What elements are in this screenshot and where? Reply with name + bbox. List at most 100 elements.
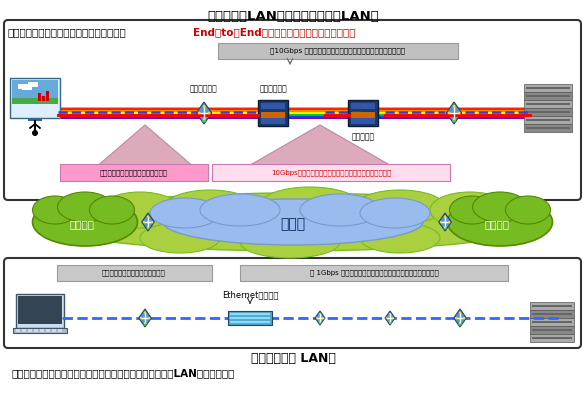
- Bar: [218, 43, 458, 59]
- Text: 電気スイッチ: 電気スイッチ: [259, 84, 287, 93]
- Bar: [60, 164, 208, 181]
- Bar: [57, 265, 212, 281]
- FancyBboxPatch shape: [4, 258, 581, 348]
- Bar: [58, 114, 530, 116]
- Text: ～ 1Gbps のアプリケーションをパケット単位にタイムシェア: ～ 1Gbps のアプリケーションをパケット単位にタイムシェア: [309, 270, 438, 276]
- Polygon shape: [196, 102, 212, 124]
- Bar: [58, 112, 530, 114]
- Text: End－to－Endの大容量通信をユーザ主導で実現: End－to－Endの大容量通信をユーザ主導で実現: [193, 27, 356, 37]
- Circle shape: [392, 317, 394, 319]
- Circle shape: [452, 105, 455, 108]
- Ellipse shape: [200, 194, 280, 226]
- Circle shape: [319, 313, 321, 315]
- Ellipse shape: [448, 198, 553, 246]
- Bar: [212, 164, 450, 181]
- Circle shape: [389, 313, 391, 315]
- Circle shape: [322, 317, 324, 319]
- Polygon shape: [95, 125, 195, 168]
- Polygon shape: [385, 311, 395, 325]
- Text: ～10Gbps のアプリケーションはパケット単位でタイムシェア: ～10Gbps のアプリケーションはパケット単位でタイムシェア: [270, 48, 406, 54]
- Bar: [58, 118, 530, 120]
- Text: 複数波長でネットワークにアクセス: 複数波長でネットワークにアクセス: [100, 169, 168, 176]
- Bar: [58, 108, 530, 110]
- Bar: [28, 329, 32, 332]
- Bar: [230, 321, 270, 323]
- Bar: [18, 296, 62, 324]
- Text: 現在の「広域 LAN」: 現在の「広域 LAN」: [251, 352, 335, 365]
- Ellipse shape: [506, 196, 550, 224]
- Circle shape: [459, 312, 461, 314]
- Bar: [28, 82, 38, 87]
- Bar: [40, 329, 44, 332]
- Text: ユーザ網: ユーザ網: [70, 219, 94, 229]
- Polygon shape: [447, 102, 462, 124]
- Bar: [228, 311, 272, 325]
- Bar: [22, 85, 32, 90]
- Bar: [530, 334, 574, 342]
- Bar: [46, 91, 49, 101]
- Ellipse shape: [355, 190, 445, 224]
- Bar: [526, 87, 570, 89]
- Circle shape: [32, 130, 38, 136]
- Circle shape: [444, 216, 446, 218]
- Circle shape: [144, 322, 146, 324]
- Bar: [351, 118, 375, 124]
- Polygon shape: [439, 213, 451, 231]
- Bar: [530, 310, 574, 318]
- Bar: [348, 100, 378, 126]
- Bar: [351, 112, 375, 118]
- Circle shape: [458, 112, 460, 114]
- Polygon shape: [315, 311, 325, 325]
- Circle shape: [459, 322, 461, 324]
- Bar: [12, 80, 58, 104]
- Bar: [258, 100, 288, 126]
- Bar: [230, 317, 270, 319]
- Text: ユーザ網: ユーザ網: [485, 219, 509, 229]
- Circle shape: [444, 226, 446, 228]
- Bar: [58, 329, 62, 332]
- Bar: [524, 116, 572, 124]
- Bar: [10, 78, 60, 118]
- Bar: [526, 119, 570, 121]
- Bar: [524, 92, 572, 100]
- Text: 図１：超高速フォトニックネットワーク「広域テラビットLAN」のイメージ: 図１：超高速フォトニックネットワーク「広域テラビットLAN」のイメージ: [12, 368, 236, 378]
- Bar: [34, 329, 38, 332]
- Circle shape: [316, 317, 318, 319]
- Circle shape: [147, 216, 149, 218]
- Bar: [52, 329, 56, 332]
- Ellipse shape: [202, 120, 206, 122]
- Ellipse shape: [163, 199, 423, 245]
- Circle shape: [151, 221, 153, 223]
- Circle shape: [140, 317, 142, 319]
- Circle shape: [319, 322, 321, 323]
- Bar: [261, 112, 285, 118]
- FancyBboxPatch shape: [4, 20, 581, 200]
- Bar: [532, 337, 572, 339]
- Circle shape: [448, 221, 450, 223]
- Ellipse shape: [32, 198, 138, 246]
- Polygon shape: [454, 309, 466, 327]
- Bar: [524, 84, 572, 92]
- Ellipse shape: [472, 192, 527, 222]
- Bar: [524, 100, 572, 108]
- Ellipse shape: [57, 192, 113, 222]
- Bar: [530, 318, 574, 326]
- Bar: [240, 265, 508, 281]
- Ellipse shape: [452, 120, 456, 122]
- Ellipse shape: [300, 194, 380, 226]
- Ellipse shape: [90, 196, 135, 224]
- Circle shape: [148, 317, 150, 319]
- Bar: [58, 107, 530, 108]
- Ellipse shape: [458, 324, 462, 325]
- Ellipse shape: [240, 226, 340, 258]
- Circle shape: [203, 105, 205, 108]
- Ellipse shape: [389, 323, 391, 324]
- Text: １波長でネットワークにアクセス: １波長でネットワークにアクセス: [102, 270, 166, 276]
- Text: Ethernetスイッチ: Ethernetスイッチ: [222, 290, 278, 299]
- Circle shape: [147, 226, 149, 228]
- Ellipse shape: [100, 192, 180, 228]
- Circle shape: [143, 221, 145, 223]
- Circle shape: [386, 317, 388, 319]
- Polygon shape: [245, 125, 395, 168]
- Ellipse shape: [32, 196, 77, 224]
